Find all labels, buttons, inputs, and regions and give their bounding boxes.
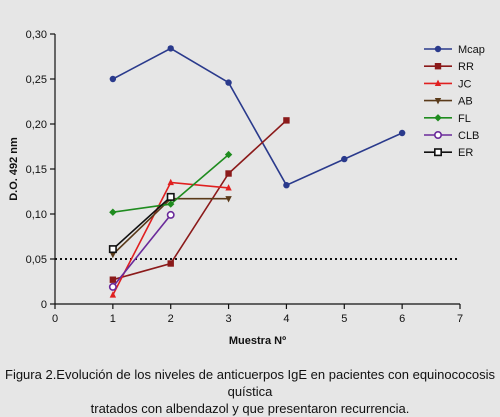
x-tick-label: 2	[168, 313, 174, 325]
legend-marker-er	[433, 148, 442, 157]
data-point-rr	[283, 117, 290, 124]
legend-marker-ab	[434, 98, 442, 105]
data-point-ab	[109, 251, 117, 259]
y-tick-label: 0	[41, 299, 47, 311]
data-point-rr	[167, 260, 174, 267]
data-point-er	[166, 192, 175, 201]
data-point-mcap	[109, 75, 117, 83]
legend-marker-rr	[434, 63, 442, 70]
legend-label-clb: CLB	[458, 130, 479, 142]
series-line-rr	[112, 119, 287, 281]
series-line-er	[112, 196, 172, 250]
legend-label-fl: FL	[458, 113, 471, 125]
caption-line-2: tratados con albendazol y que presentaro…	[90, 401, 410, 416]
data-point-mcap	[167, 45, 174, 52]
y-tick-label: 0,30	[26, 29, 47, 41]
x-tick-label: 3	[226, 313, 232, 325]
x-tick-label: 1	[110, 313, 116, 325]
data-point-ab	[225, 196, 232, 203]
y-tick-label: 0,10	[26, 209, 47, 221]
x-tick-label: 5	[341, 313, 347, 325]
legend-marker-clb	[433, 131, 442, 140]
legend-label-ab: AB	[458, 96, 473, 108]
legend-label-er: ER	[458, 147, 473, 159]
legend-label-mcap: Mcap	[458, 44, 485, 56]
data-point-rr	[109, 276, 117, 283]
data-point-jc	[167, 178, 174, 186]
data-point-mcap	[341, 155, 348, 163]
data-point-jc	[109, 291, 117, 298]
y-tick-label: 0,20	[26, 119, 47, 131]
figure: 0 1 2 3 4 5 6 7 0 0,05 0,10 0,15 0,20 0,25 0,30 Muestra…	[5, 29, 495, 416]
legend-label-jc: JC	[458, 78, 472, 90]
y-axis-title: D.O. 492 nm	[8, 137, 20, 201]
data-point-er	[108, 245, 117, 254]
data-point-mcap	[225, 79, 232, 86]
line-chart: 0 1 2 3 4 5 6 7 0 0,05 0,10 0,15 0,20 0,25 0,30 Muestra…	[8, 29, 485, 347]
legend-marker-mcap	[434, 45, 442, 53]
legend-marker-jc	[434, 79, 442, 86]
data-point-clb	[166, 210, 175, 219]
legend-label-rr: RR	[458, 61, 474, 73]
data-point-mcap	[283, 182, 290, 189]
caption-line-1: Figura 2.Evolución de los niveles de ant…	[5, 367, 495, 399]
x-tick-label: 4	[283, 313, 289, 325]
x-tick-label: 6	[399, 313, 405, 325]
y-tick-label: 0,05	[26, 254, 47, 266]
data-point-jc	[225, 184, 232, 191]
series-line-mcap	[112, 47, 403, 187]
data-point-fl	[109, 208, 117, 216]
figure-caption: Figura 2.Evolución de los niveles de ant…	[0, 366, 500, 417]
x-tick-label: 0	[52, 313, 58, 325]
data-point-fl	[224, 150, 233, 159]
legend-marker-fl	[434, 114, 442, 122]
y-tick-label: 0,15	[26, 164, 47, 176]
data-point-rr	[225, 170, 232, 177]
x-axis-title: Muestra Nº	[229, 335, 286, 347]
data-point-clb	[108, 282, 117, 291]
x-tick-label: 7	[457, 313, 463, 325]
data-point-fl	[167, 200, 175, 208]
data-point-mcap	[398, 129, 406, 137]
series-line-clb	[112, 214, 172, 288]
y-tick-label: 0,25	[26, 74, 47, 86]
